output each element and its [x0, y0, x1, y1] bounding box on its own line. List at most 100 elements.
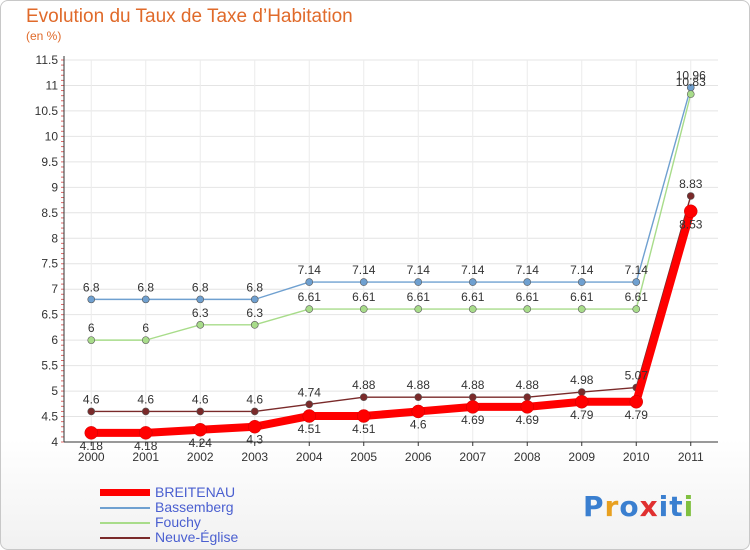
data-point	[87, 336, 96, 344]
data-point	[523, 305, 532, 313]
chart-subtitle: (en %)	[26, 29, 62, 43]
data-label: 4.79	[625, 408, 649, 422]
data-label: 4.69	[461, 413, 485, 427]
data-point	[411, 404, 425, 419]
y-tick-label: 9	[51, 180, 58, 194]
data-label: 4.74	[298, 385, 322, 399]
data-label: 10.83	[676, 75, 706, 89]
x-tick-label: 2006	[405, 450, 432, 464]
data-point	[684, 204, 698, 219]
data-label: 6.61	[407, 290, 431, 304]
y-tick-label: 7	[51, 282, 58, 296]
y-tick-label: 9.5	[41, 155, 58, 169]
data-point	[468, 305, 477, 313]
data-point	[414, 305, 423, 313]
x-tick-label: 2009	[568, 450, 595, 464]
legend-label: Neuve-Église	[155, 529, 239, 545]
data-label: 6.61	[570, 290, 594, 304]
data-point	[468, 393, 477, 401]
logo-letter: o	[619, 490, 640, 523]
data-label: 6.8	[246, 280, 263, 294]
data-point	[196, 407, 205, 416]
data-point	[359, 393, 368, 401]
data-label: 4.51	[352, 422, 376, 436]
data-label: 5.07	[625, 369, 649, 383]
data-label: 6.61	[461, 290, 485, 304]
data-point	[141, 295, 150, 304]
x-tick-label: 2010	[623, 450, 650, 464]
logo-letter: P	[583, 490, 605, 523]
y-tick-label: 11	[46, 78, 59, 92]
data-point	[414, 393, 423, 401]
data-point	[305, 400, 314, 409]
legend-label: Bassemberg	[155, 499, 234, 515]
data-point	[250, 407, 259, 416]
legend-swatch	[100, 489, 150, 496]
data-label: 6.61	[516, 290, 540, 304]
data-label: 4.98	[570, 373, 594, 387]
data-label: 4.6	[83, 392, 100, 406]
y-tick-label: 5	[51, 384, 58, 398]
data-point	[577, 278, 586, 286]
data-point	[632, 278, 641, 286]
logo-letter: i	[658, 490, 670, 523]
x-tick-label: 2003	[241, 450, 268, 464]
legend-item-fouchy[interactable]: Fouchy	[100, 514, 320, 530]
data-label: 6	[88, 321, 95, 335]
data-point	[523, 393, 532, 401]
data-point	[414, 278, 423, 286]
legend-item-neuve-eglise[interactable]: Neuve-Église	[100, 529, 320, 545]
logo-letter: t	[669, 490, 684, 523]
data-point	[520, 400, 534, 414]
data-point	[686, 192, 695, 200]
data-point	[466, 400, 480, 414]
data-point	[141, 336, 150, 344]
legend-item-breitenau[interactable]: BREITENAU	[100, 484, 320, 500]
data-label: 6.8	[192, 280, 209, 294]
series-line-fouchy	[91, 93, 692, 341]
data-label: 7.14	[461, 263, 485, 277]
data-label: 8.83	[679, 177, 703, 191]
data-point	[193, 423, 207, 437]
proxiti-logo[interactable]: Proxiti	[583, 490, 694, 523]
logo-letter: x	[639, 490, 659, 523]
data-point	[196, 295, 205, 304]
data-point	[305, 305, 314, 313]
data-label: 6.3	[192, 306, 209, 320]
data-label: 4.6	[246, 392, 263, 406]
logo-letter: i	[683, 490, 695, 523]
data-point	[305, 278, 314, 286]
data-label: 4.3	[246, 433, 263, 447]
data-label: 7.14	[352, 263, 376, 277]
y-tick-label: 4.5	[41, 410, 58, 424]
data-point	[250, 321, 259, 329]
legend-swatch	[100, 507, 150, 509]
data-label: 8.53	[679, 217, 703, 231]
data-label: 6.8	[83, 280, 100, 294]
series-line-neuve-église	[91, 195, 692, 413]
logo-letter: r	[604, 490, 620, 523]
data-point	[196, 321, 205, 329]
data-point	[686, 90, 695, 98]
series-line-breitenau	[91, 210, 695, 437]
data-label: 4.24	[189, 436, 213, 450]
data-label: 4.88	[352, 378, 376, 392]
x-tick-label: 2002	[187, 450, 214, 464]
data-label: 10.96	[676, 69, 706, 83]
y-tick-label: 8	[51, 231, 58, 245]
legend-swatch	[100, 537, 150, 539]
data-label: 4.18	[80, 439, 104, 453]
data-label: 4.69	[516, 413, 540, 427]
data-point	[302, 409, 316, 423]
data-point	[629, 395, 643, 409]
legend-item-bassemberg[interactable]: Bassemberg	[100, 499, 320, 515]
data-point	[632, 305, 641, 313]
data-label: 6.61	[625, 290, 649, 304]
data-point	[359, 305, 368, 313]
data-point	[577, 305, 586, 313]
chart-title: Evolution du Taux de Taxe d’Habitation	[26, 6, 353, 27]
y-tick-label: 10.5	[35, 104, 59, 118]
data-label: 7.14	[625, 263, 649, 277]
data-point	[468, 278, 477, 286]
